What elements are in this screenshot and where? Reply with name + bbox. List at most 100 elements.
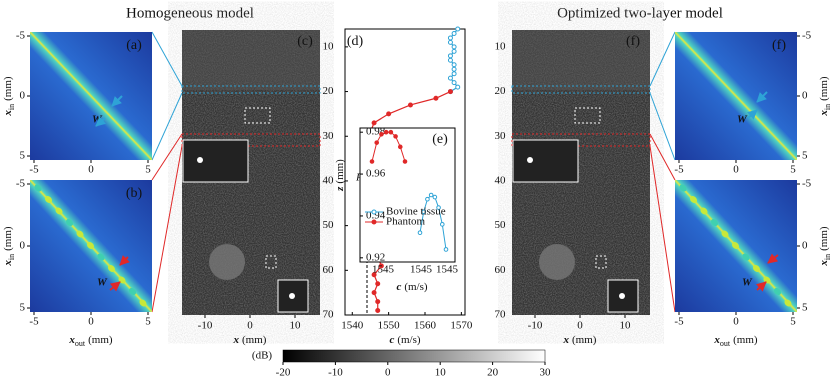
marker	[397, 144, 403, 150]
x-tick-label: 0	[577, 320, 583, 332]
matrix-speckle	[700, 207, 708, 215]
axis-label: xin (mm)	[818, 76, 830, 117]
marker	[428, 192, 434, 198]
x-tick-label: 1540	[341, 320, 364, 332]
y-tick-label: 10	[323, 40, 335, 52]
axis-subscript: out	[75, 339, 86, 348]
legend-marker	[371, 209, 377, 215]
y-tick-label: -5	[802, 178, 812, 190]
marker	[439, 222, 445, 227]
axis-variable: x	[713, 334, 720, 346]
y-tick-label: 5	[20, 302, 26, 314]
axis-subscript: in	[7, 254, 16, 260]
panel-label: (b)	[126, 186, 143, 201]
marker	[386, 111, 392, 117]
axis-unit: (mm)	[88, 334, 113, 346]
matrix-speckle	[76, 230, 84, 238]
marker	[432, 194, 438, 200]
matrix-speckle	[689, 195, 698, 204]
legend-label: Phantom	[386, 216, 426, 228]
x-tick-label: -5	[674, 164, 684, 176]
marker	[447, 39, 453, 45]
x-tick-label: 5	[145, 316, 151, 328]
arrow	[756, 91, 768, 103]
b-mode-c	[181, 30, 321, 315]
matrix-speckle	[107, 264, 116, 273]
y-tick-label: 30	[495, 130, 507, 142]
marker	[447, 53, 453, 59]
colorbar-tick-label: 10	[435, 367, 447, 379]
matrix-speckle	[773, 287, 782, 296]
marker	[443, 247, 449, 252]
axis-subscript: in	[7, 104, 16, 110]
marker	[451, 48, 457, 54]
marker	[451, 66, 457, 72]
axis-label: xout (mm)	[713, 334, 758, 349]
panel-label: (f)	[626, 34, 640, 49]
b-mode-f	[511, 30, 651, 315]
axis-unit: (mm)	[818, 76, 830, 101]
x-tick-label: 5	[790, 164, 796, 176]
y-tick-label: -5	[16, 178, 26, 190]
marker	[447, 75, 453, 81]
marker	[455, 26, 461, 32]
x-tick-label: 0	[733, 164, 739, 176]
marker	[371, 120, 377, 126]
matrix-image	[675, 32, 797, 160]
axis-variable: x	[2, 260, 14, 267]
y-tick-label: 60	[495, 264, 507, 276]
marker	[388, 129, 394, 135]
x-tick-label: 10	[620, 320, 632, 332]
colorbar-tick-label: -20	[276, 367, 291, 379]
x-tick-label: 0	[247, 320, 253, 332]
y-tick-label: 20	[323, 85, 335, 97]
y-tick-label: 5	[802, 150, 808, 162]
colorbar-tick-label: 30	[540, 367, 552, 379]
axis-label: z (mm)	[334, 159, 346, 192]
y-tick-label: 0	[802, 240, 808, 252]
axis-unit: (mm)	[572, 334, 597, 346]
matrix-image	[30, 32, 152, 160]
marker	[451, 80, 457, 86]
annotation-w: W	[97, 277, 108, 289]
y-tick-label: 0	[20, 240, 26, 252]
marker	[451, 71, 457, 77]
x-tick-label: 1545	[372, 264, 395, 276]
panel-label: (f)	[772, 38, 786, 53]
x-tick-label: 1570	[450, 320, 473, 332]
arrow	[95, 116, 107, 127]
x-tick-label: 10	[290, 320, 302, 332]
axis-variable: c	[389, 334, 394, 346]
y-tick-label: 30	[323, 130, 335, 142]
marker	[369, 159, 375, 164]
x-tick-label: -10	[528, 320, 543, 332]
axis-variable: x	[818, 110, 830, 117]
marker	[371, 272, 377, 278]
y-tick-label: 50	[495, 219, 507, 231]
matrix-speckle	[34, 184, 42, 192]
axis-label: x (mm)	[233, 334, 267, 346]
axis-unit: (m/s)	[404, 281, 428, 293]
arrow	[755, 281, 767, 292]
marker	[436, 205, 441, 210]
arrow	[111, 95, 123, 107]
x-tick-label: 1550	[378, 320, 401, 332]
marker	[433, 95, 439, 101]
axis-unit: (m/s)	[397, 334, 421, 346]
axis-unit: (mm)	[733, 334, 758, 346]
matrix-speckle	[721, 230, 729, 238]
axis-label: xout (mm)	[68, 334, 113, 349]
arrow	[109, 281, 121, 292]
marker	[407, 102, 413, 108]
axis-label: c (m/s)	[396, 281, 427, 293]
axis-label: xin (mm)	[2, 226, 17, 267]
axis-label: x (mm)	[563, 334, 597, 346]
axis-variable: x	[818, 260, 830, 267]
matrix-speckle	[784, 299, 792, 307]
panel-label: (e)	[432, 132, 448, 147]
y-tick-label: -5	[16, 30, 26, 42]
y-tick-label: 0.96	[366, 168, 386, 180]
axis-label: xin (mm)	[2, 76, 17, 117]
matrix-speckle	[742, 253, 750, 261]
